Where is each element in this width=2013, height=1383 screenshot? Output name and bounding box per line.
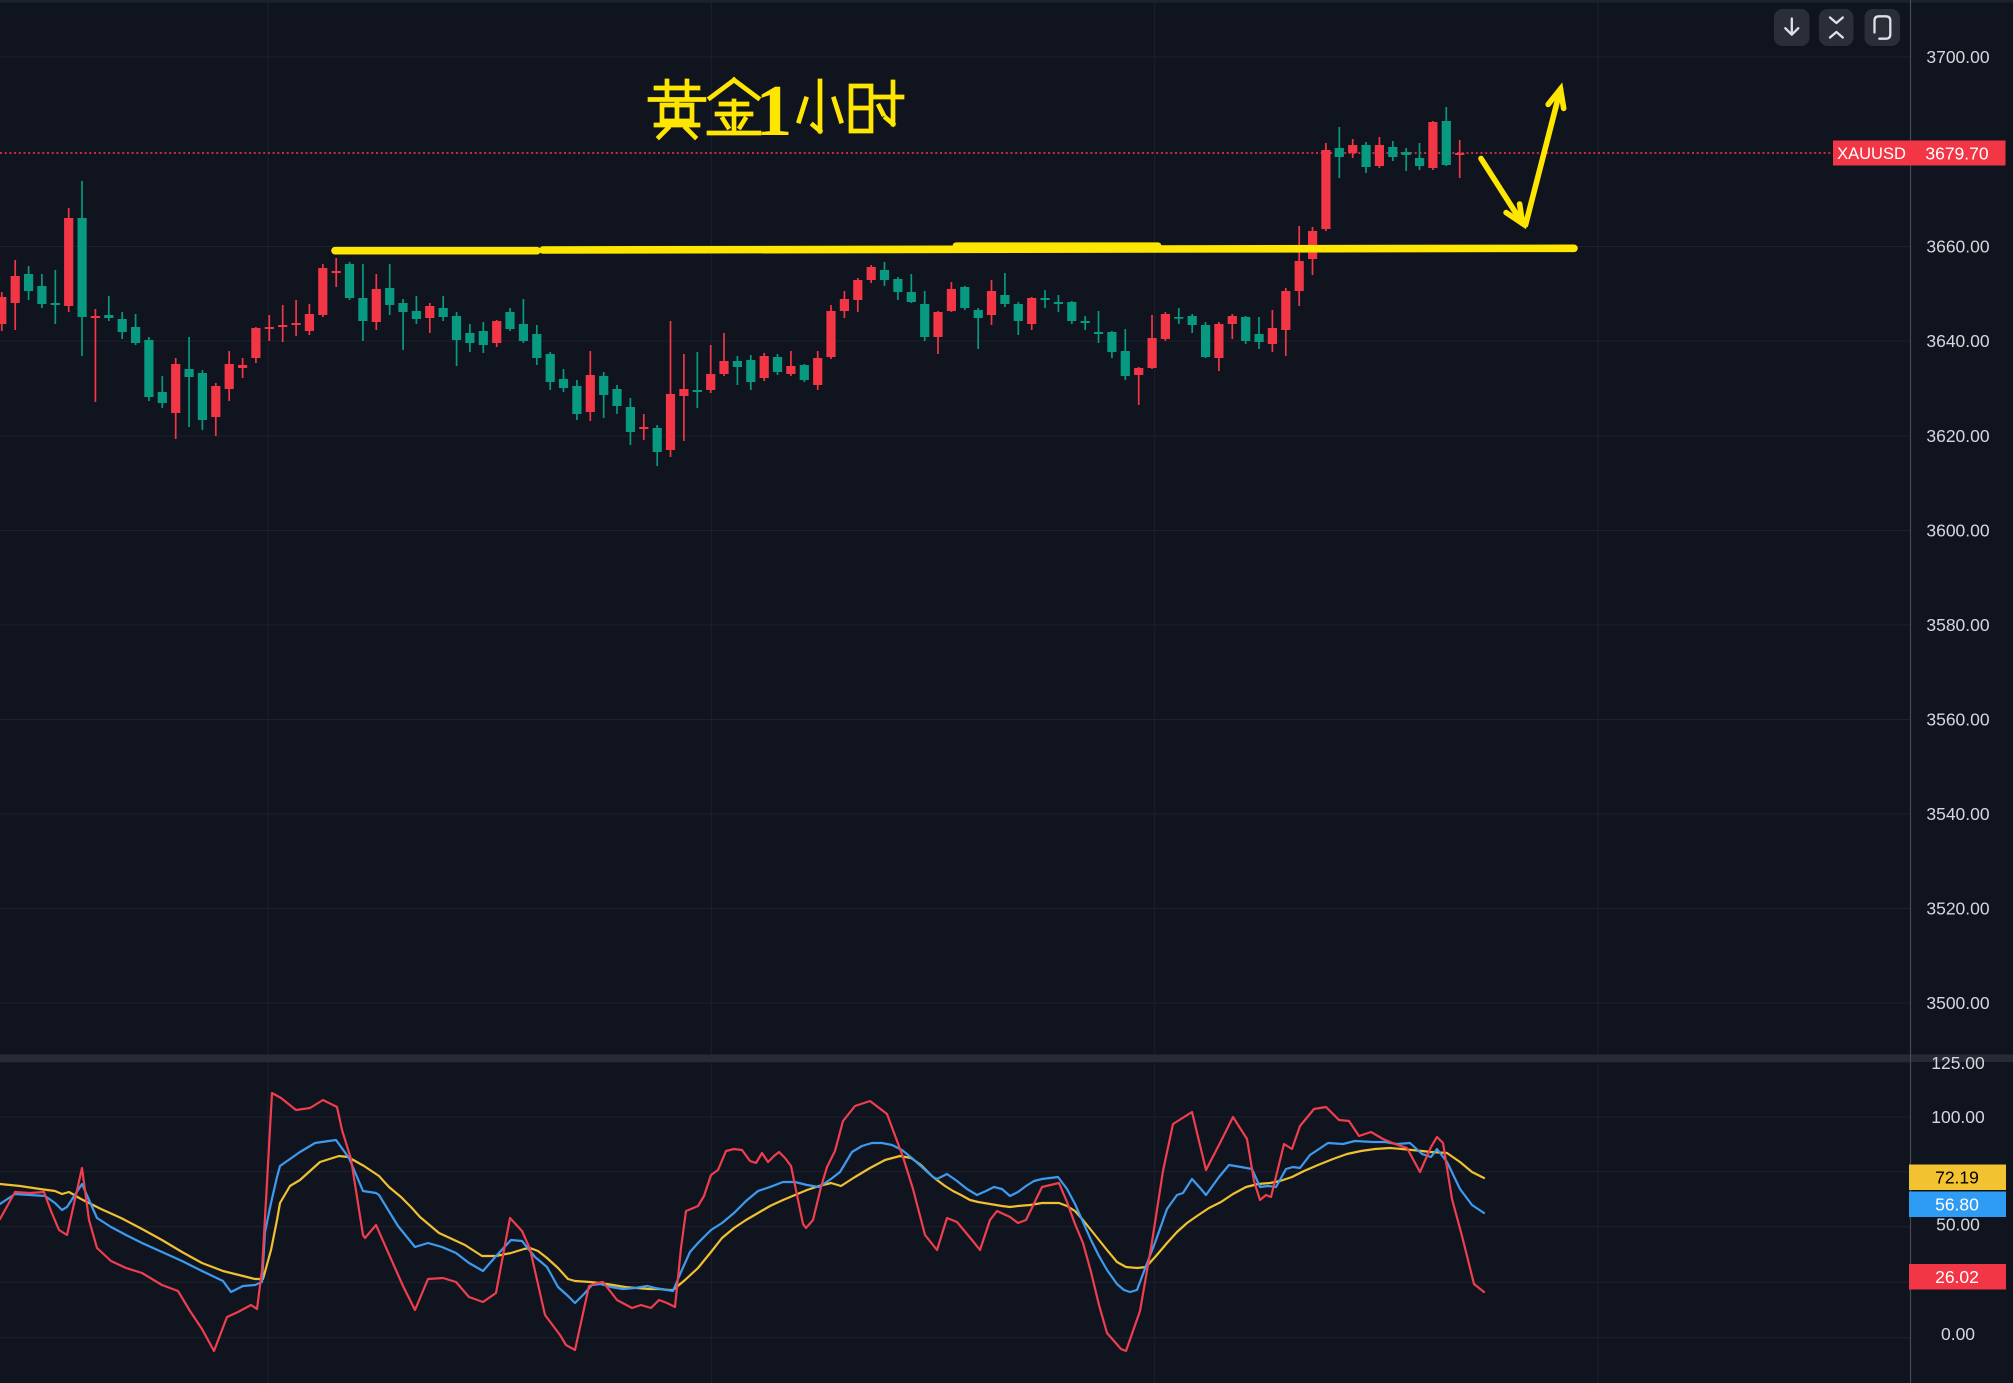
svg-text:100.00: 100.00 [1931,1107,1985,1127]
svg-text:XAUUSD: XAUUSD [1837,145,1906,163]
svg-text:3560.00: 3560.00 [1926,710,1990,730]
svg-text:3640.00: 3640.00 [1926,331,1990,351]
svg-text:3540.00: 3540.00 [1926,804,1990,824]
svg-text:50.00: 50.00 [1936,1215,1980,1235]
svg-text:3600.00: 3600.00 [1926,521,1990,541]
svg-text:72.19: 72.19 [1935,1168,1979,1188]
svg-text:3700.00: 3700.00 [1926,47,1990,67]
svg-text:1: 1 [756,70,793,151]
svg-text:3660.00: 3660.00 [1926,237,1990,257]
svg-text:3679.70: 3679.70 [1925,144,1989,164]
svg-text:3620.00: 3620.00 [1926,426,1990,446]
svg-text:26.02: 26.02 [1935,1267,1979,1287]
svg-text:3580.00: 3580.00 [1926,615,1990,635]
svg-text:56.80: 56.80 [1935,1195,1979,1215]
svg-text:0.00: 0.00 [1941,1324,1975,1344]
svg-text:3500.00: 3500.00 [1926,993,1990,1013]
svg-text:125.00: 125.00 [1931,1053,1985,1073]
svg-text:3520.00: 3520.00 [1926,899,1990,919]
